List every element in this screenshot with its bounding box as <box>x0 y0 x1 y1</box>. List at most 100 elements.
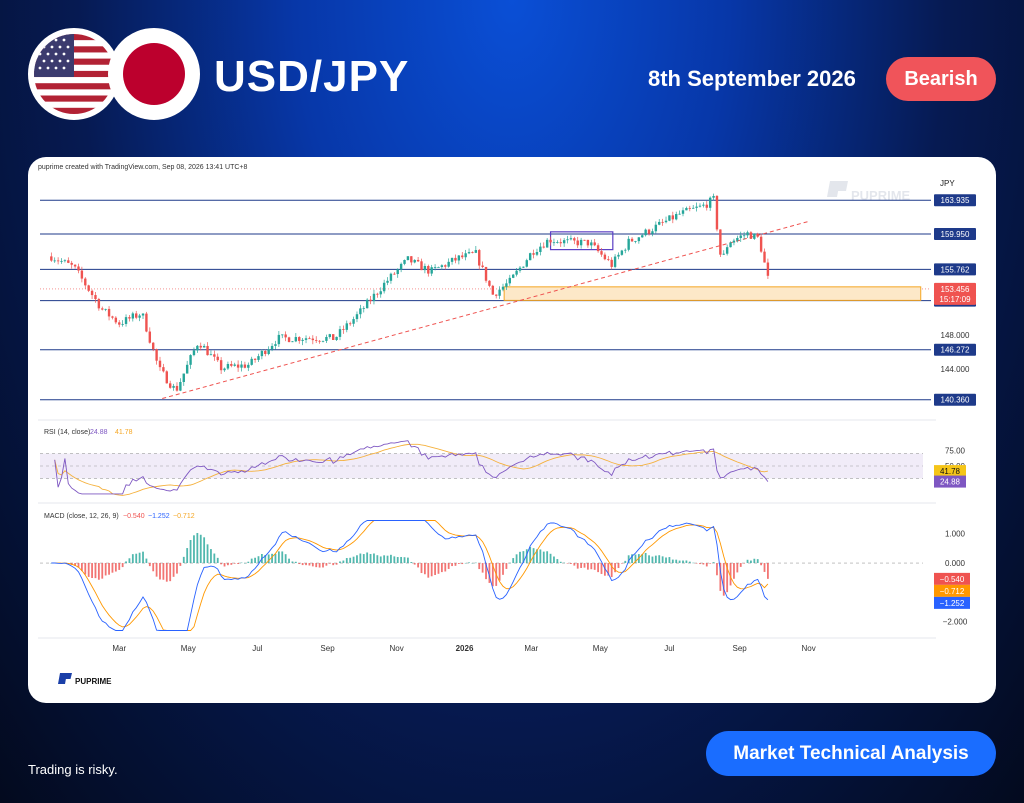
macd-histogram-bar <box>182 556 185 564</box>
candle-body <box>281 334 284 336</box>
macd-histogram-bar <box>481 563 484 573</box>
macd-histogram-bar <box>284 554 287 564</box>
rsi-ma-value: 41.78 <box>940 467 961 476</box>
macd-histogram-bar <box>576 563 579 569</box>
candle-body <box>759 236 763 252</box>
macd-histogram-bar <box>661 556 664 564</box>
candle-body <box>94 295 97 300</box>
candle-body <box>695 206 698 208</box>
x-tick-label: Nov <box>389 644 403 653</box>
macd-histogram-bar <box>125 561 127 564</box>
macd-histogram-bar <box>580 563 583 568</box>
candle-body <box>491 285 495 295</box>
macd-header-value-signal: −0.712 <box>173 513 195 520</box>
candle-body <box>420 261 423 271</box>
candle-body <box>739 235 742 238</box>
macd-histogram-bar <box>515 554 518 564</box>
candle-body <box>172 385 175 388</box>
macd-histogram-bar <box>610 563 613 578</box>
macd-histogram-bar <box>386 555 389 564</box>
macd-histogram-bar <box>648 555 650 564</box>
macd-histogram-bar <box>362 554 365 564</box>
us-flag-icon <box>28 28 120 120</box>
macd-histogram-bar <box>587 563 589 570</box>
candle-body <box>579 239 583 246</box>
candle-body <box>559 242 562 244</box>
candle-body <box>138 315 141 318</box>
macd-histogram-bar <box>658 555 661 564</box>
macd-histogram-bar <box>614 563 616 573</box>
macd-histogram-bar <box>634 554 637 564</box>
macd-histogram-bar <box>427 563 430 578</box>
candle-body <box>454 257 457 261</box>
macd-histogram-bar <box>627 555 630 564</box>
candle-body <box>355 314 359 320</box>
candle-body <box>135 313 138 318</box>
risk-disclaimer: Trading is risky. <box>28 762 118 777</box>
macd-histogram-bar <box>729 563 732 586</box>
macd-histogram-bar <box>162 563 165 580</box>
macd-histogram-bar <box>325 563 328 566</box>
macd-histogram-bar <box>508 562 511 564</box>
candle-body <box>304 338 308 340</box>
candle-body <box>474 250 478 253</box>
macd-value-badge: −0.540 <box>940 575 965 584</box>
macd-histogram-bar <box>539 549 542 564</box>
candle-body <box>63 260 67 262</box>
candle-body <box>230 363 233 366</box>
macd-histogram-bar <box>114 563 117 572</box>
candle-body <box>175 385 179 391</box>
macd-line <box>51 520 769 631</box>
candle-body <box>352 319 355 324</box>
macd-histogram-bar <box>345 558 348 564</box>
macd-value-badge: −0.712 <box>940 587 965 596</box>
candle-body <box>447 261 450 267</box>
x-axis: Mar May Jul Sep Nov 2026 Mar May Jul Sep Nov <box>112 644 815 653</box>
macd-histogram-bar <box>644 552 647 564</box>
candle-body <box>372 293 376 302</box>
macd-histogram-bar <box>366 552 369 564</box>
candle-body <box>763 251 766 263</box>
macd-histogram-bar <box>142 551 144 564</box>
chart-attribution: puprime created with TradingView.com, Se… <box>38 164 248 171</box>
candle-body <box>450 257 454 262</box>
macd-histogram-bar <box>512 558 515 564</box>
macd-histogram-bar <box>277 551 280 564</box>
candle-body <box>145 313 148 332</box>
level-label: 146.272 <box>941 346 970 355</box>
macd-value-badge-bg <box>934 596 970 609</box>
macd-header-value-hist: −0.540 <box>123 513 145 520</box>
candle-body <box>264 350 267 355</box>
macd-histogram-bar <box>233 563 236 564</box>
candle-body <box>573 238 576 241</box>
candle-body <box>430 267 433 274</box>
macd-histogram-bar <box>478 563 481 570</box>
candle-body <box>525 260 528 267</box>
puprime-logo: PUPRIME <box>58 673 112 686</box>
market-technical-analysis-button[interactable]: Market Technical Analysis <box>706 731 996 776</box>
macd-histogram-bar <box>369 553 372 564</box>
macd-signal-line <box>51 520 769 631</box>
macd-histogram-bar <box>688 561 691 564</box>
macd-histogram-bar <box>440 563 443 573</box>
candle-body <box>80 270 84 279</box>
candle-body <box>233 364 236 366</box>
macd-histogram-bar <box>94 563 97 579</box>
japan-flag-icon <box>108 28 200 120</box>
macd-histogram-bar <box>563 562 566 564</box>
candle-body <box>658 221 661 225</box>
macd-histogram-bar <box>750 560 752 564</box>
candle-body <box>155 349 158 361</box>
macd-histogram-bar <box>702 563 705 565</box>
candle-body <box>209 354 213 356</box>
candle-body <box>603 254 607 260</box>
candle-body <box>562 240 566 244</box>
macd-histogram-bar <box>373 553 375 564</box>
candle-body <box>675 214 678 220</box>
watermark-text: PUPRIME <box>851 188 911 203</box>
x-tick-label: 2026 <box>456 644 474 653</box>
candle-body <box>267 349 270 355</box>
macd-histogram-bar <box>434 563 436 575</box>
macd-histogram-bar <box>267 554 270 564</box>
candle-body <box>379 291 382 295</box>
